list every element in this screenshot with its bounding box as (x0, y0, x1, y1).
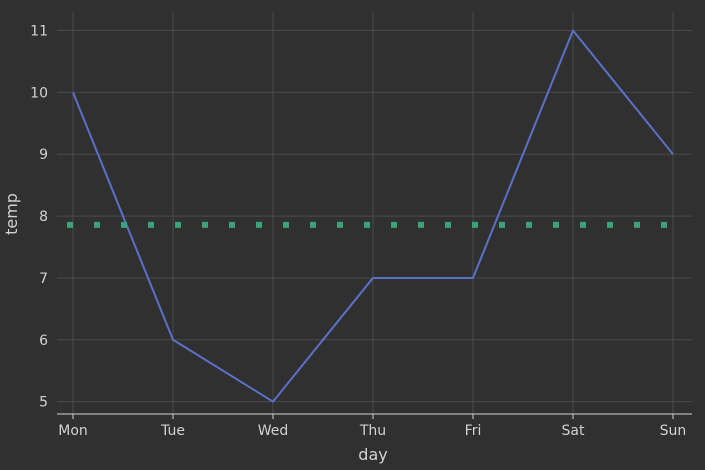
x-tick-label: Wed (258, 423, 289, 439)
x-tick-label: Sun (660, 423, 687, 439)
y-tick-label: 11 (30, 24, 48, 40)
y-tick-label: 5 (39, 395, 48, 411)
y-tick-label: 10 (30, 85, 48, 101)
y-axis-title: temp (2, 193, 21, 235)
x-tick-label: Sat (562, 423, 585, 439)
y-tick-label: 9 (39, 147, 48, 163)
label-layer: Mon Tue Wed Thu Fri Sat Sun 5 6 7 8 9 10 11 (30, 24, 686, 439)
y-tick-label: 7 (39, 271, 48, 287)
x-axis-title: day (358, 445, 387, 464)
axis-layer (57, 413, 692, 419)
x-tick-label: Tue (160, 423, 185, 439)
y-tick-label: 6 (39, 333, 48, 349)
series-0-line (72, 29, 674, 403)
series-layer (67, 29, 680, 403)
grid-layer (57, 12, 692, 414)
y-tick-label: 8 (39, 209, 48, 225)
x-tick-label: Thu (359, 423, 386, 439)
x-tick-label: Mon (58, 423, 88, 439)
x-tick-label: Fri (465, 423, 482, 439)
